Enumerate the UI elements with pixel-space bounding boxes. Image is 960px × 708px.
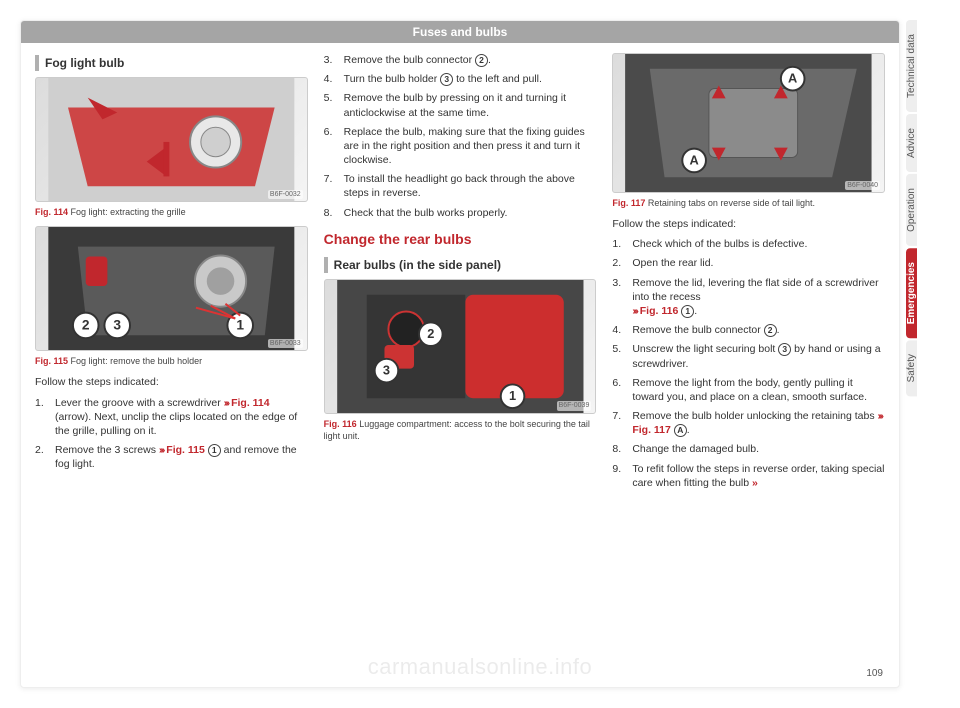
step: Check that the bulb works properly. bbox=[324, 206, 597, 220]
svg-text:3: 3 bbox=[383, 362, 390, 377]
step: Remove the light from the body, gently p… bbox=[612, 376, 885, 404]
step: To refit follow the steps in reverse ord… bbox=[612, 462, 885, 490]
fig-ref: Fig. 117 bbox=[632, 424, 671, 436]
ref-chevron: ››› bbox=[878, 410, 883, 422]
step: Remove the 3 screws ››› Fig. 115 1 and r… bbox=[35, 443, 308, 471]
fig-text: Luggage compartment: access to the bolt … bbox=[324, 419, 590, 441]
svg-text:2: 2 bbox=[82, 318, 90, 333]
step: To install the headlight go back through… bbox=[324, 172, 597, 200]
column-2: Remove the bulb connector 2. Turn the bu… bbox=[324, 53, 597, 495]
figure-115: 2 3 1 B6F-0033 bbox=[35, 226, 308, 351]
circled-2: 2 bbox=[764, 324, 777, 337]
circled-3: 3 bbox=[440, 73, 453, 86]
fig-num: Fig. 117 bbox=[612, 198, 645, 208]
step: Check which of the bulbs is defective. bbox=[612, 237, 885, 251]
figure-114-caption: Fig. 114 Fog light: extracting the grill… bbox=[35, 206, 308, 218]
svg-text:1: 1 bbox=[236, 318, 244, 333]
figure-116: 2 3 1 B6F-0039 bbox=[324, 279, 597, 414]
step: Turn the bulb holder 3 to the left and p… bbox=[324, 72, 597, 86]
step: Remove the bulb connector 2. bbox=[612, 323, 885, 337]
tab-emergencies[interactable]: Emergencies bbox=[906, 248, 917, 338]
tab-technical-data[interactable]: Technical data bbox=[906, 20, 917, 112]
step-text: Lever the groove with a screwdriver bbox=[55, 397, 224, 409]
fig-text: Retaining tabs on reverse side of tail l… bbox=[648, 198, 815, 208]
step: Lever the groove with a screwdriver ››› … bbox=[35, 396, 308, 439]
fig-ref: Fig. 114 bbox=[231, 397, 270, 409]
figure-115-caption: Fig. 115 Fog light: remove the bulb hold… bbox=[35, 355, 308, 367]
step-text: Remove the bulb connector bbox=[344, 54, 475, 66]
step-text: Unscrew the light securing bolt bbox=[632, 343, 778, 355]
tab-safety[interactable]: Safety bbox=[906, 340, 917, 396]
tab-operation[interactable]: Operation bbox=[906, 174, 917, 246]
page-content: Fog light bulb B6F-0032 Fig. 114 Fog lig… bbox=[21, 43, 899, 495]
ref-chevron: ››› bbox=[159, 444, 164, 456]
fig-ref: Fig. 116 bbox=[640, 305, 679, 317]
fig-text: Fog light: extracting the grille bbox=[71, 207, 186, 217]
step-text: Remove the bulb connector bbox=[632, 324, 763, 336]
circled-3: 3 bbox=[778, 343, 791, 356]
section-title-rear-bulbs: Rear bulbs (in the side panel) bbox=[324, 257, 597, 273]
circled-A: A bbox=[674, 424, 687, 437]
step: Open the rear lid. bbox=[612, 256, 885, 270]
step: Change the damaged bulb. bbox=[612, 442, 885, 456]
step: Remove the bulb by pressing on it and tu… bbox=[324, 91, 597, 119]
section-title-fog-light: Fog light bulb bbox=[35, 55, 308, 71]
figure-114: B6F-0032 bbox=[35, 77, 308, 202]
manual-page: Fuses and bulbs Fog light bulb B6F-0032 … bbox=[20, 20, 900, 688]
follow-text: Follow the steps indicated: bbox=[35, 375, 308, 389]
side-tabs: Technical data Advice Operation Emergenc… bbox=[906, 20, 960, 399]
svg-text:3: 3 bbox=[113, 318, 121, 333]
figure-116-caption: Fig. 116 Luggage compartment: access to … bbox=[324, 418, 597, 442]
figure-code: B6F-0033 bbox=[268, 339, 303, 348]
ref-chevron: ››› bbox=[632, 305, 637, 317]
svg-text:A: A bbox=[788, 71, 797, 86]
step-text: Turn the bulb holder bbox=[344, 73, 441, 85]
figure-code: B6F-0039 bbox=[557, 401, 592, 410]
fig-text: Fog light: remove the bulb holder bbox=[71, 356, 203, 366]
step-text: (arrow). Next, unclip the clips located … bbox=[55, 411, 297, 437]
continue-icon: » bbox=[752, 477, 756, 489]
h2-change-rear-bulbs: Change the rear bulbs bbox=[324, 230, 597, 249]
fig-num: Fig. 114 bbox=[35, 207, 68, 217]
step: Unscrew the light securing bolt 3 by han… bbox=[612, 342, 885, 370]
step-text: to the left and pull. bbox=[453, 73, 542, 85]
step: Replace the bulb, making sure that the f… bbox=[324, 125, 597, 168]
fig-num: Fig. 116 bbox=[324, 419, 357, 429]
tab-advice[interactable]: Advice bbox=[906, 114, 917, 172]
circled-1: 1 bbox=[208, 444, 221, 457]
step: Remove the bulb holder unlocking the ret… bbox=[612, 409, 885, 437]
step-text: To refit follow the steps in reverse ord… bbox=[632, 463, 884, 489]
figure-117: A A B6F-0040 bbox=[612, 53, 885, 193]
fig-ref: Fig. 115 bbox=[166, 444, 205, 456]
figure-code: B6F-0032 bbox=[268, 190, 303, 199]
circled-2: 2 bbox=[475, 54, 488, 67]
step-text: Remove the lid, levering the flat side o… bbox=[632, 277, 878, 303]
follow-text: Follow the steps indicated: bbox=[612, 217, 885, 231]
figure-code: B6F-0040 bbox=[845, 181, 880, 190]
step: Remove the bulb connector 2. bbox=[324, 53, 597, 67]
fig-num: Fig. 115 bbox=[35, 356, 68, 366]
svg-text:2: 2 bbox=[427, 326, 434, 341]
svg-text:1: 1 bbox=[509, 388, 516, 403]
figure-117-caption: Fig. 117 Retaining tabs on reverse side … bbox=[612, 197, 885, 209]
column-1: Fog light bulb B6F-0032 Fig. 114 Fog lig… bbox=[35, 53, 308, 495]
step-text: Remove the 3 screws bbox=[55, 444, 159, 456]
steps-col3: Check which of the bulbs is defective. O… bbox=[612, 237, 885, 490]
step-text: Remove the bulb holder unlocking the ret… bbox=[632, 410, 877, 422]
page-header: Fuses and bulbs bbox=[21, 21, 899, 43]
steps-col2-top: Remove the bulb connector 2. Turn the bu… bbox=[324, 53, 597, 220]
step: Remove the lid, levering the flat side o… bbox=[612, 276, 885, 319]
steps-col1: Lever the groove with a screwdriver ››› … bbox=[35, 396, 308, 472]
column-3: A A B6F-0040 Fig. 117 Retaining tabs on … bbox=[612, 53, 885, 495]
ref-chevron: ››› bbox=[224, 397, 229, 409]
circled-1: 1 bbox=[681, 305, 694, 318]
svg-text:A: A bbox=[690, 152, 699, 167]
page-number: 109 bbox=[866, 668, 883, 679]
